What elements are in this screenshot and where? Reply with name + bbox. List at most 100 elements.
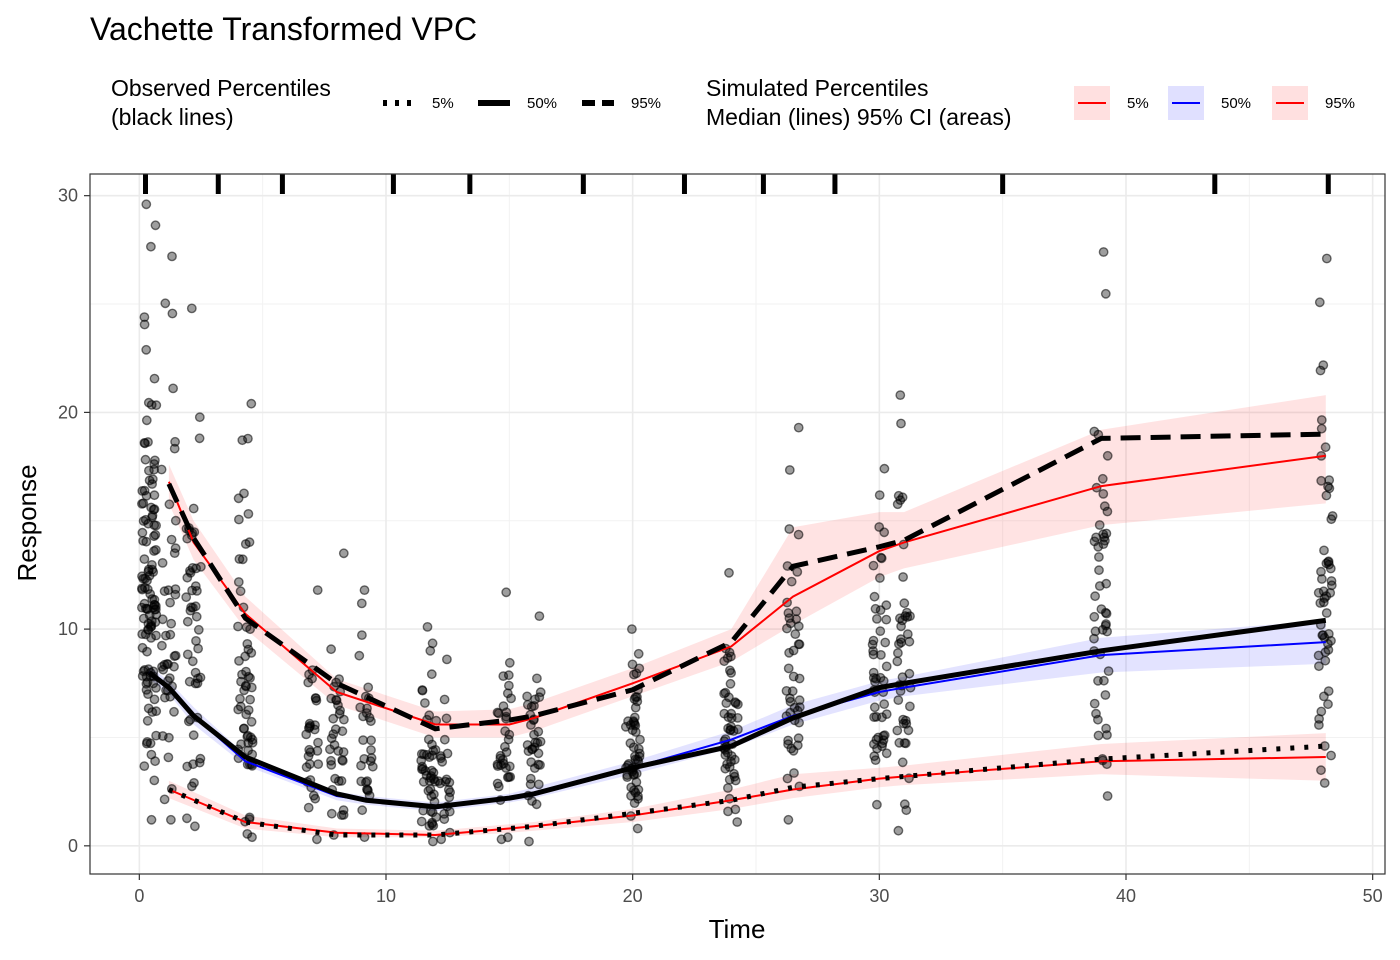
observation-point (868, 635, 879, 646)
observation-point (141, 199, 152, 210)
observation-point (1101, 723, 1112, 734)
observation-point (535, 760, 545, 770)
observation-point (633, 793, 643, 804)
observation-point (166, 534, 177, 545)
observation-point (896, 418, 906, 429)
observation-point (242, 829, 253, 839)
observation-point (501, 587, 512, 598)
observation-point (137, 629, 148, 639)
x-axis-tick-label: 20 (623, 886, 643, 906)
observation-point (1093, 730, 1104, 741)
observation-point (237, 554, 248, 565)
observation-point (246, 716, 257, 727)
observation-point (427, 836, 438, 847)
legend-simulated: Simulated Percentiles Median (lines) 95%… (706, 75, 1355, 130)
observation-point (881, 661, 892, 672)
y-axis-tick-label: 20 (58, 402, 78, 422)
observation-point (140, 438, 150, 449)
observation-point (1316, 423, 1327, 434)
observation-point (620, 721, 631, 732)
observation-point (156, 464, 167, 475)
x-axis-tick-label: 40 (1116, 886, 1136, 906)
observation-point (725, 665, 735, 676)
observation-point (1319, 778, 1330, 788)
observation-point (439, 809, 450, 819)
observation-point (168, 383, 179, 394)
observation-point (531, 799, 542, 810)
observation-point (157, 614, 168, 625)
observation-point (166, 618, 177, 629)
observation-point (243, 738, 254, 748)
observation-point (164, 499, 175, 510)
observation-point (880, 637, 891, 648)
observation-point (524, 836, 534, 847)
observation-point (169, 706, 179, 717)
observation-point (533, 726, 544, 737)
observation-point (1320, 442, 1331, 453)
observation-point (1319, 691, 1329, 702)
observation-point (782, 773, 793, 784)
observation-point (143, 566, 154, 577)
observation-point (139, 665, 150, 675)
observation-point (233, 514, 244, 525)
observation-point (142, 715, 153, 726)
observation-point (1089, 426, 1100, 437)
plot-panel (89, 173, 1386, 875)
observation-point (163, 752, 174, 763)
observation-point (725, 724, 736, 735)
x-axis: 0 10 20 30 40 50 (134, 874, 1383, 906)
observation-point (1089, 633, 1099, 644)
observation-point (140, 454, 151, 465)
observation-point (784, 465, 795, 475)
observation-point (1316, 566, 1326, 577)
observation-point (326, 755, 336, 766)
legend-observed-95-label: 95% (631, 95, 661, 112)
observation-point (783, 735, 793, 746)
observation-point (330, 724, 341, 735)
observation-point (784, 524, 795, 534)
observation-point (234, 554, 245, 564)
observation-point (1094, 520, 1105, 530)
observation-point (1317, 574, 1327, 584)
observation-point (502, 688, 513, 699)
observation-point (303, 802, 314, 813)
observation-point (187, 656, 198, 667)
observation-point (149, 694, 160, 705)
observation-point (534, 611, 545, 621)
legend-observed-title-line2: (black lines) (111, 104, 234, 130)
observation-point (170, 515, 181, 526)
observation-point (360, 777, 371, 788)
observation-point (900, 738, 911, 749)
observation-point (191, 636, 201, 646)
observation-point (149, 490, 160, 501)
legend-observed-title-line1: Observed Percentiles (111, 75, 331, 101)
observation-point (1102, 791, 1113, 801)
observation-point (633, 743, 644, 754)
observation-point (879, 463, 890, 474)
observation-point (525, 773, 536, 784)
legend-observed-50-label: 50% (527, 95, 557, 112)
observation-point (498, 671, 509, 681)
observation-point (310, 693, 321, 704)
observation-point (359, 585, 370, 595)
chart-title: Vachette Transformed VPC (90, 11, 477, 47)
observation-point (1313, 587, 1324, 598)
observation-point (356, 760, 366, 771)
observation-point (629, 712, 640, 723)
observation-point (875, 626, 886, 636)
observation-point (187, 585, 198, 596)
observation-point (904, 668, 915, 679)
observation-point (1323, 699, 1333, 710)
observation-point (626, 782, 637, 793)
observation-point (630, 754, 641, 765)
observation-point (1321, 608, 1332, 618)
observation-point (1090, 626, 1101, 637)
observation-point (1316, 415, 1327, 425)
observation-point (526, 757, 537, 767)
observation-point (1100, 690, 1111, 700)
observation-point (157, 558, 168, 568)
observation-point (444, 777, 455, 788)
observation-point (149, 600, 160, 610)
observation-point (732, 713, 743, 723)
